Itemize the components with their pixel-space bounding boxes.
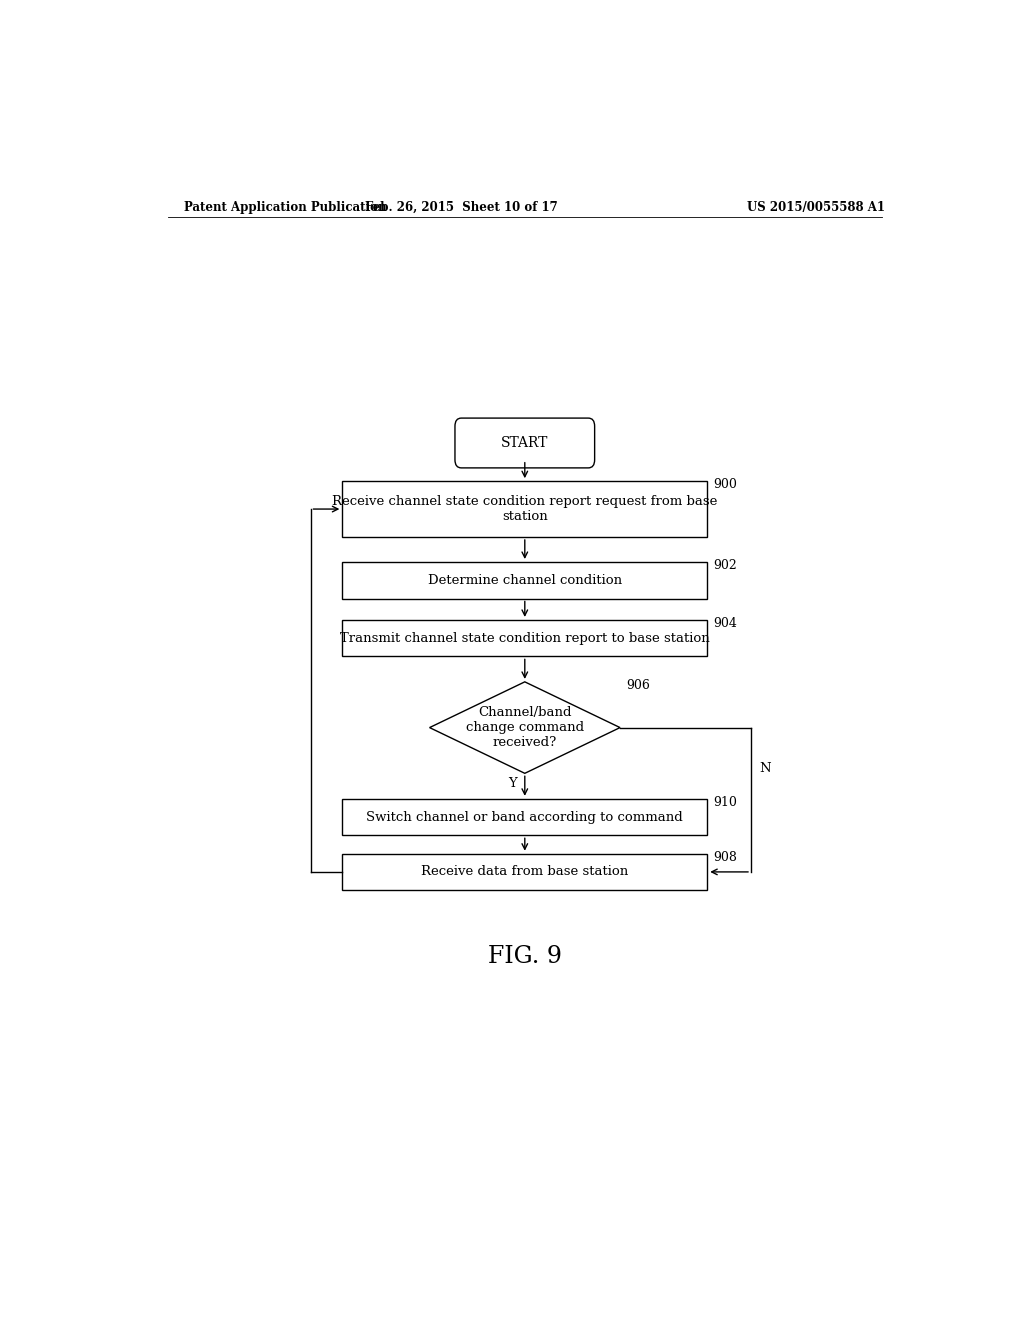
Text: Receive channel state condition report request from base
station: Receive channel state condition report r…	[332, 495, 718, 523]
Bar	[342, 562, 708, 598]
Text: Channel/band
change command
received?: Channel/band change command received?	[466, 706, 584, 748]
Text: START: START	[501, 436, 549, 450]
Bar	[342, 480, 708, 537]
Polygon shape	[430, 682, 620, 774]
Text: Feb. 26, 2015  Sheet 10 of 17: Feb. 26, 2015 Sheet 10 of 17	[365, 201, 558, 214]
Text: Receive data from base station: Receive data from base station	[421, 866, 629, 878]
Text: 904: 904	[714, 616, 737, 630]
Text: Switch channel or band according to command: Switch channel or band according to comm…	[367, 810, 683, 824]
Bar	[342, 620, 708, 656]
Bar	[342, 799, 708, 836]
Bar	[342, 854, 708, 890]
Text: Transmit channel state condition report to base station: Transmit channel state condition report …	[340, 632, 710, 644]
Text: N: N	[759, 762, 770, 775]
Text: 906: 906	[627, 678, 650, 692]
Text: FIG. 9: FIG. 9	[487, 945, 562, 968]
Text: 910: 910	[714, 796, 737, 809]
Text: 902: 902	[714, 558, 737, 572]
FancyBboxPatch shape	[455, 418, 595, 467]
Text: 900: 900	[714, 478, 737, 491]
Text: 908: 908	[714, 850, 737, 863]
Text: US 2015/0055588 A1: US 2015/0055588 A1	[748, 201, 885, 214]
Text: Y: Y	[509, 777, 517, 791]
Text: Patent Application Publication: Patent Application Publication	[183, 201, 386, 214]
Text: Determine channel condition: Determine channel condition	[428, 574, 622, 586]
